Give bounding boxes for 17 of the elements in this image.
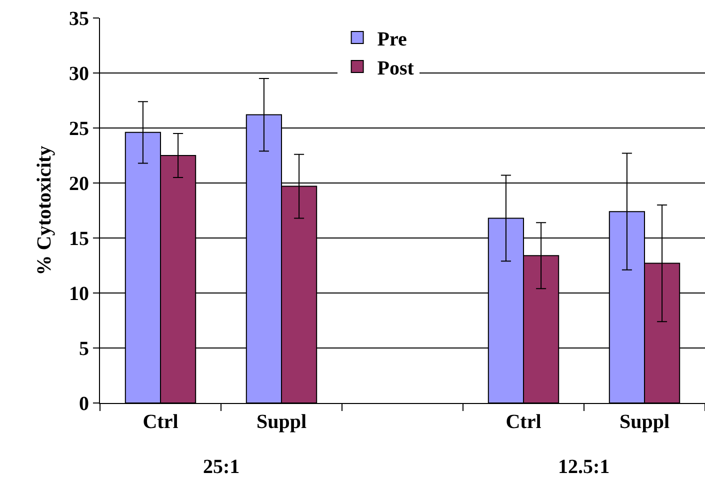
y-axis-title: % Cytotoxicity [34,146,56,276]
y-tick-label: 30 [69,63,89,85]
y-tick-label: 35 [69,8,89,30]
legend-label: Pre [377,28,408,50]
y-tick-label: 10 [69,283,89,305]
y-tick-label: 20 [69,173,89,195]
text: 25:1 [203,456,240,478]
x-tick-label: Suppl [619,411,670,433]
x-tick-label: Suppl [256,411,307,433]
y-tick-label: 25 [69,118,89,140]
y-tick-label: 15 [69,228,89,250]
y-tick-label: 5 [79,338,89,360]
legend-label: Post [377,57,414,80]
y-tick-label: 0 [79,393,89,415]
x-tick-label: Ctrl [506,411,542,433]
text: 12.5:1 [558,456,610,478]
x-tick-label: Ctrl [142,411,179,433]
